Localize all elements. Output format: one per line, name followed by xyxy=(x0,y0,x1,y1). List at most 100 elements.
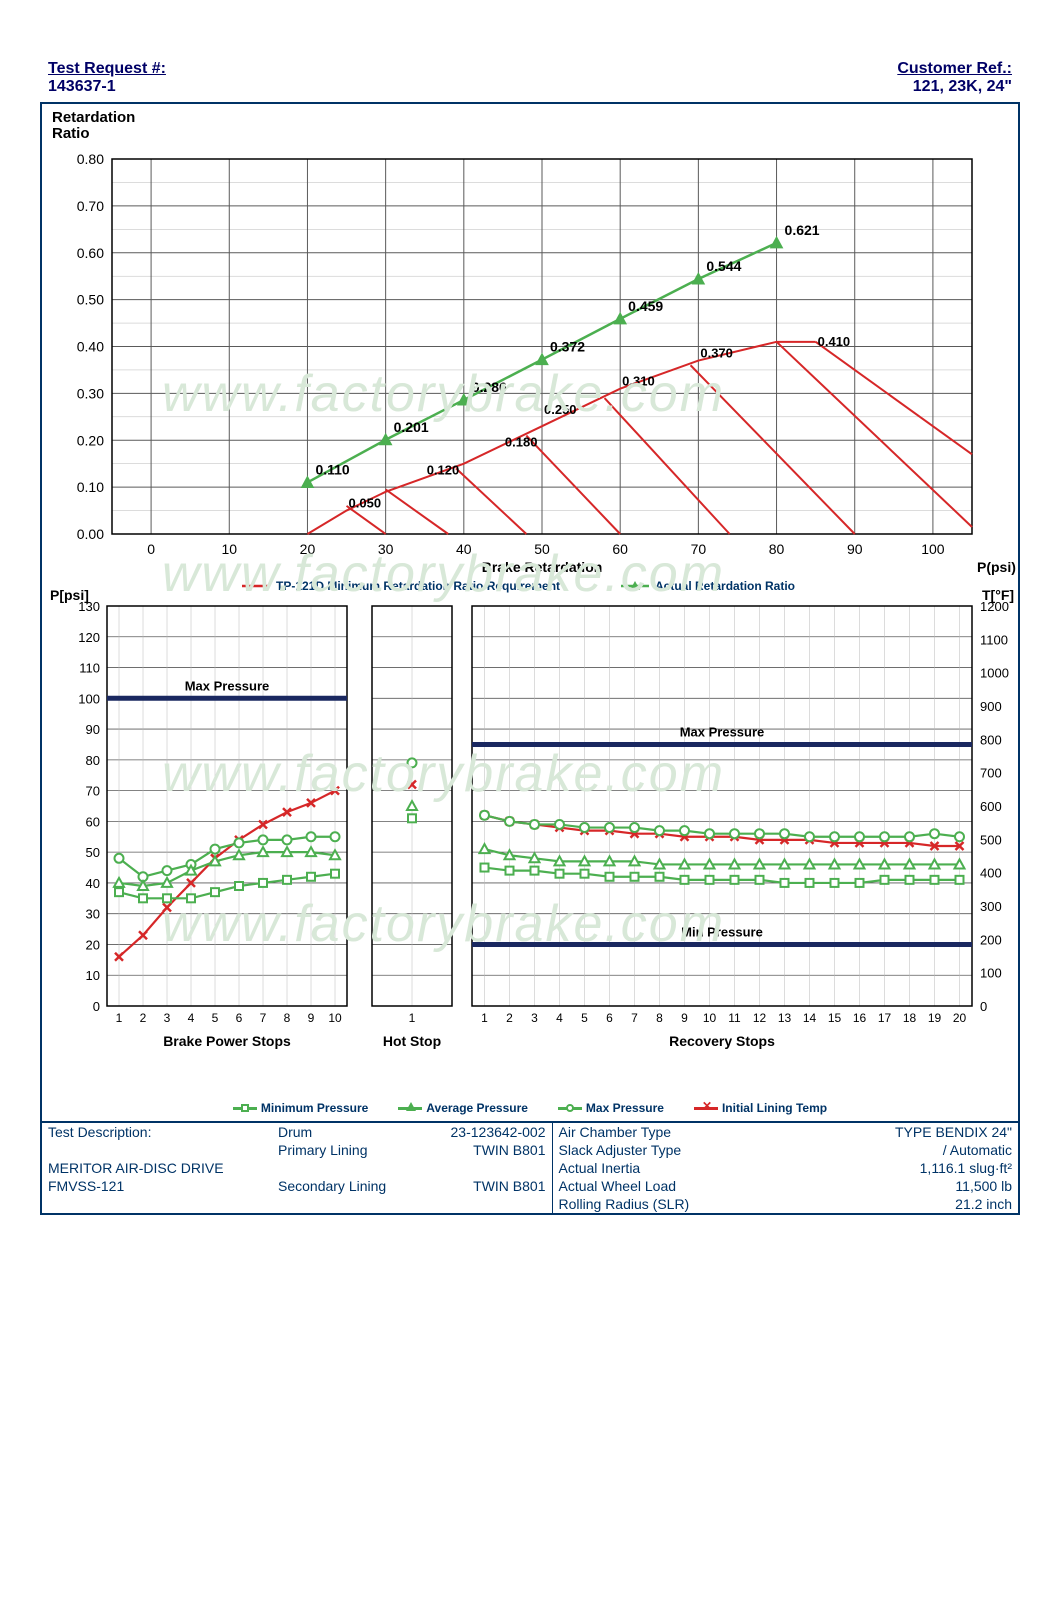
svg-text:0.00: 0.00 xyxy=(77,526,104,542)
test-request-value: 143637-1 xyxy=(48,78,116,95)
svg-text:0.110: 0.110 xyxy=(315,461,349,477)
svg-text:0.250: 0.250 xyxy=(544,402,577,417)
svg-text:Brake Power Stops: Brake Power Stops xyxy=(163,1033,291,1049)
svg-text:130: 130 xyxy=(78,599,100,614)
desc-cell: Slack Adjuster Type xyxy=(552,1141,732,1159)
svg-text:40: 40 xyxy=(456,541,472,557)
svg-text:0.80: 0.80 xyxy=(77,151,104,167)
desc-cell: Actual Wheel Load xyxy=(552,1177,732,1195)
description-table: Test Description:Drum23-123642-002Air Ch… xyxy=(42,1121,1018,1213)
svg-text:120: 120 xyxy=(78,630,100,645)
legend-item: Max Pressure xyxy=(558,1101,664,1115)
desc-row: MERITOR AIR-DISC DRIVE Actual Inertia1,11… xyxy=(42,1159,1018,1177)
desc-cell: Actual Inertia xyxy=(552,1159,732,1177)
desc-cell: Rolling Radius (SLR) xyxy=(552,1195,732,1213)
legend-item: ✕Initial Lining Temp xyxy=(694,1101,827,1115)
customer-ref: Customer Ref.: 121, 23K, 24" xyxy=(897,60,1012,96)
desc-cell: TWIN B801 xyxy=(412,1177,552,1195)
svg-text:0.10: 0.10 xyxy=(77,479,104,495)
desc-cell: Air Chamber Type xyxy=(552,1122,732,1141)
chart-area: RetardationRatio0.000.100.200.300.400.50… xyxy=(42,104,1018,1099)
svg-text:16: 16 xyxy=(853,1011,867,1025)
svg-text:60: 60 xyxy=(86,814,100,829)
desc-cell: 21.2 inch xyxy=(732,1195,1018,1213)
desc-cell: FMVSS-121 xyxy=(42,1177,272,1195)
svg-text:10: 10 xyxy=(86,968,100,983)
svg-text:0.544: 0.544 xyxy=(706,258,741,274)
svg-text:0.310: 0.310 xyxy=(622,374,655,389)
svg-text:12: 12 xyxy=(753,1011,767,1025)
svg-text:19: 19 xyxy=(928,1011,942,1025)
svg-text:4: 4 xyxy=(556,1011,563,1025)
svg-text:400: 400 xyxy=(980,866,1002,881)
svg-text:3: 3 xyxy=(531,1011,538,1025)
desc-cell: 23-123642-002 xyxy=(412,1122,552,1141)
desc-row: Test Description:Drum23-123642-002Air Ch… xyxy=(42,1122,1018,1141)
svg-text:Min Pressure: Min Pressure xyxy=(681,924,763,939)
svg-text:7: 7 xyxy=(260,1011,267,1025)
svg-text:0.410: 0.410 xyxy=(818,334,851,349)
svg-text:20: 20 xyxy=(300,541,316,557)
desc-cell: TWIN B801 xyxy=(412,1141,552,1159)
desc-row: Primary LiningTWIN B801Slack Adjuster Ty… xyxy=(42,1141,1018,1159)
svg-text:200: 200 xyxy=(980,932,1002,947)
desc-cell: Secondary Lining xyxy=(272,1177,412,1195)
svg-text:90: 90 xyxy=(847,541,863,557)
svg-text:Brake Retardation: Brake Retardation xyxy=(482,559,603,575)
svg-text:10: 10 xyxy=(328,1011,342,1025)
desc-cell xyxy=(412,1159,552,1177)
svg-text:90: 90 xyxy=(86,722,100,737)
svg-text:9: 9 xyxy=(308,1011,315,1025)
svg-text:6: 6 xyxy=(236,1011,243,1025)
svg-text:Retardation: Retardation xyxy=(52,109,135,126)
desc-cell: Drum xyxy=(272,1122,412,1141)
svg-text:8: 8 xyxy=(284,1011,291,1025)
svg-text:11: 11 xyxy=(728,1011,741,1025)
desc-cell: Test Description: xyxy=(42,1122,272,1141)
desc-cell: 1,116.1 slug·ft² xyxy=(732,1159,1018,1177)
svg-text:0.70: 0.70 xyxy=(77,198,104,214)
svg-text:Hot Stop: Hot Stop xyxy=(383,1033,441,1049)
svg-text:100: 100 xyxy=(921,541,945,557)
report-header: Test Request #: 143637-1 Customer Ref.: … xyxy=(40,60,1020,96)
desc-cell xyxy=(272,1159,412,1177)
svg-text:0.30: 0.30 xyxy=(77,385,104,401)
svg-text:110: 110 xyxy=(79,661,100,676)
desc-row: FMVSS-121Secondary LiningTWIN B801Actual… xyxy=(42,1177,1018,1195)
svg-text:600: 600 xyxy=(980,799,1002,814)
svg-text:15: 15 xyxy=(828,1011,842,1025)
desc-cell: TYPE BENDIX 24" xyxy=(732,1122,1018,1141)
svg-text:80: 80 xyxy=(769,541,785,557)
svg-text:0.372: 0.372 xyxy=(550,339,585,355)
svg-text:0.60: 0.60 xyxy=(77,245,104,261)
svg-text:100: 100 xyxy=(980,966,1002,981)
desc-cell: Primary Lining xyxy=(272,1141,412,1159)
svg-text:Max Pressure: Max Pressure xyxy=(185,678,270,693)
svg-text:0.621: 0.621 xyxy=(785,222,820,238)
charts-svg: RetardationRatio0.000.100.200.300.400.50… xyxy=(42,104,1018,1099)
svg-text:13: 13 xyxy=(778,1011,792,1025)
svg-text:1: 1 xyxy=(409,1011,416,1025)
svg-text:0.050: 0.050 xyxy=(349,496,382,511)
desc-cell xyxy=(42,1195,272,1213)
svg-text:4: 4 xyxy=(188,1011,195,1025)
desc-cell xyxy=(272,1195,412,1213)
svg-text:9: 9 xyxy=(681,1011,688,1025)
svg-text:80: 80 xyxy=(86,753,100,768)
svg-text:Ratio: Ratio xyxy=(52,125,90,142)
svg-text:5: 5 xyxy=(581,1011,588,1025)
svg-text:0.201: 0.201 xyxy=(394,419,429,435)
svg-text:500: 500 xyxy=(980,832,1002,847)
desc-cell: 11,500 lb xyxy=(732,1177,1018,1195)
svg-text:Recovery Stops: Recovery Stops xyxy=(669,1033,775,1049)
svg-text:20: 20 xyxy=(953,1011,967,1025)
test-request: Test Request #: 143637-1 xyxy=(48,60,166,96)
bottom-legend: Minimum PressureAverage PressureMax Pres… xyxy=(42,1099,1018,1121)
svg-text:0: 0 xyxy=(93,999,100,1014)
svg-text:1000: 1000 xyxy=(980,666,1009,681)
desc-cell: MERITOR AIR-DISC DRIVE xyxy=(42,1159,272,1177)
legend-item: Minimum Pressure xyxy=(233,1101,368,1115)
svg-text:TP-121D Minimum Retardation Ra: TP-121D Minimum Retardation Ratio Requir… xyxy=(276,579,560,593)
svg-text:18: 18 xyxy=(903,1011,917,1025)
test-request-label: Test Request #: xyxy=(48,60,166,77)
